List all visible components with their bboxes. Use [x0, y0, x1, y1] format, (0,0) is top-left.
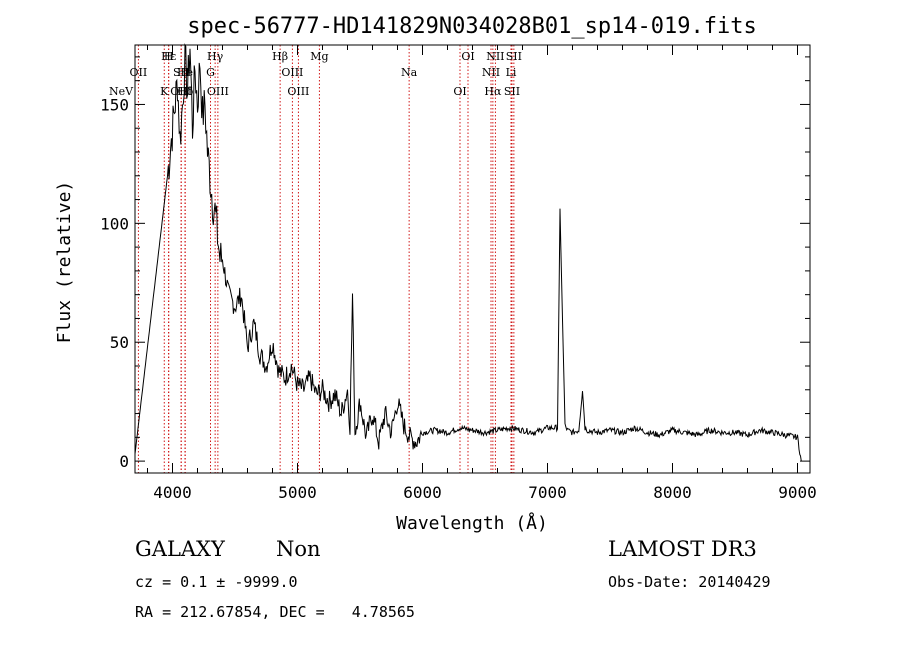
- observation-date: Obs-Date: 20140429: [608, 573, 771, 591]
- line-label: Hα: [484, 85, 502, 98]
- redshift-cz: cz = 0.1 ± -9999.0: [135, 573, 298, 591]
- line-label: OIII: [207, 85, 229, 98]
- survey-name: LAMOST DR3: [608, 537, 757, 561]
- x-tick-label: 4000: [153, 483, 192, 502]
- spectrum-chart: spec-56777-HD141829N034028B01_sp14-019.f…: [54, 14, 817, 534]
- line-label: K: [160, 85, 169, 98]
- x-tick-label: 9000: [778, 483, 817, 502]
- x-tick-label: 6000: [403, 483, 442, 502]
- line-label: Mg: [310, 50, 328, 63]
- x-axis-ticks: 4000 5000 6000 7000 8000 9000: [147, 45, 817, 502]
- emission-line-markers: [137, 45, 515, 473]
- line-label: OIII: [281, 66, 303, 79]
- line-label: SII: [506, 50, 522, 63]
- spectrum-line: [134, 43, 802, 462]
- line-label: Li: [506, 66, 517, 79]
- y-tick-label: 0: [119, 452, 129, 471]
- y-tick-label: 150: [100, 95, 129, 114]
- line-label: Hβ: [272, 50, 288, 63]
- line-label: NII: [486, 50, 504, 63]
- line-label: NII: [482, 66, 500, 79]
- line-label: H: [164, 50, 174, 63]
- chart-title: spec-56777-HD141829N034028B01_sp14-019.f…: [187, 14, 757, 39]
- spectrum-series: [134, 43, 802, 462]
- line-label: NeV: [109, 85, 134, 98]
- line-label: OI: [453, 85, 466, 98]
- line-label: OIII: [287, 85, 309, 98]
- y-tick-label: 100: [100, 214, 129, 233]
- y-axis-ticks: 0 50 100 150: [100, 56, 810, 471]
- x-tick-label: 8000: [653, 483, 692, 502]
- line-label: G: [206, 66, 215, 79]
- line-label: OII: [130, 66, 148, 79]
- object-class: GALAXY: [135, 537, 225, 561]
- x-axis-label: Wavelength (Å): [396, 512, 548, 534]
- line-label: SII: [504, 85, 520, 98]
- line-label: Na: [401, 66, 418, 79]
- object-subclass: Non: [276, 537, 321, 561]
- line-label: Hγ: [207, 50, 224, 63]
- line-label: Hδ: [177, 85, 194, 98]
- plot-frame: [134, 44, 811, 474]
- line-label: OI: [461, 50, 474, 63]
- y-tick-label: 50: [110, 333, 129, 352]
- x-tick-label: 7000: [528, 483, 567, 502]
- axes-frame: [134, 44, 811, 474]
- y-axis-label: Flux (relative): [54, 181, 75, 344]
- line-label: SII: [173, 66, 189, 79]
- x-tick-label: 5000: [278, 483, 317, 502]
- sky-coordinates: RA = 212.67854, DEC = 4.78565: [135, 603, 415, 621]
